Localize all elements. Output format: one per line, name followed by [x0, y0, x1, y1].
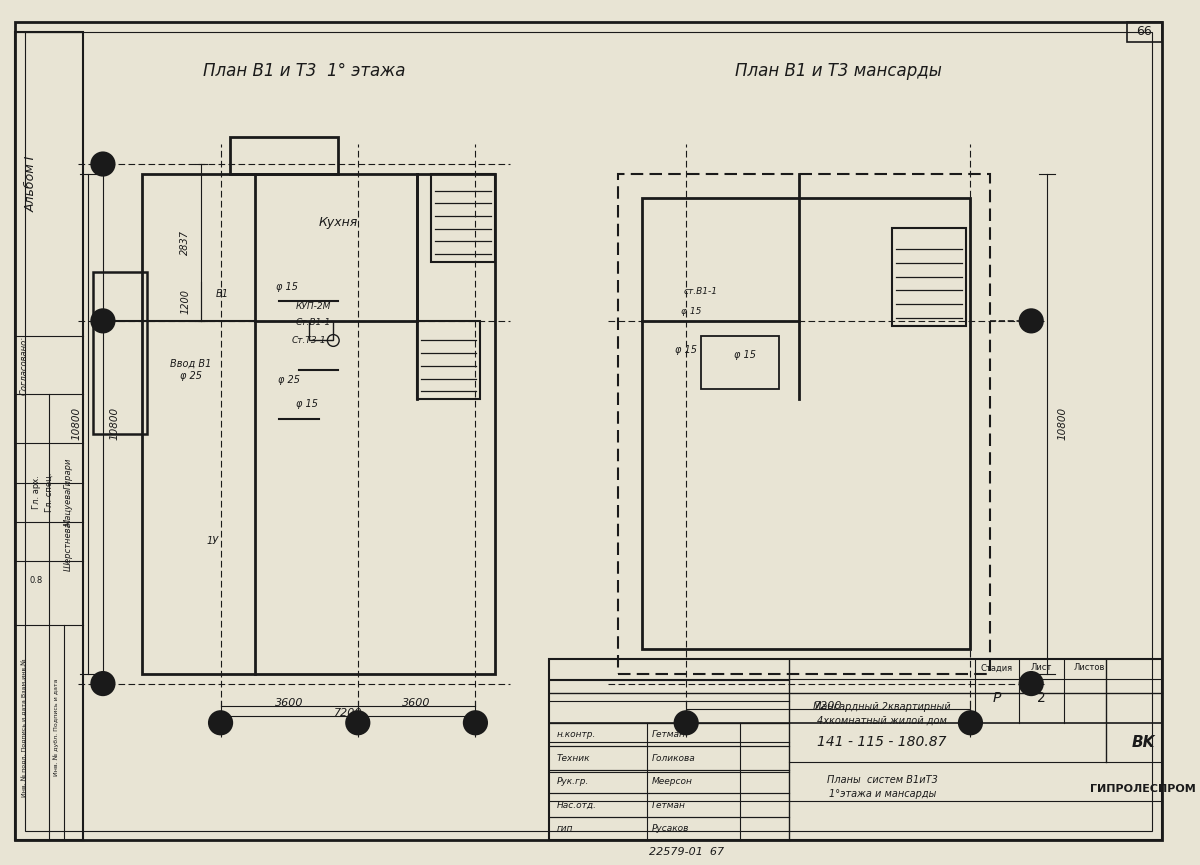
Circle shape	[209, 711, 233, 734]
Text: Лист: Лист	[1031, 663, 1051, 672]
Text: Гирари: Гирари	[64, 457, 73, 489]
Text: B1: B1	[216, 290, 229, 299]
Text: φ 15: φ 15	[296, 400, 318, 409]
Circle shape	[463, 711, 487, 734]
Text: 3600: 3600	[275, 698, 304, 708]
Text: Нас.отд.: Нас.отд.	[557, 801, 596, 810]
Text: 2837: 2837	[180, 230, 191, 255]
Text: Голикова: Голикова	[652, 753, 696, 763]
Text: BK: BK	[1132, 735, 1154, 750]
Text: 3600: 3600	[402, 698, 431, 708]
Text: Гл. спец.: Гл. спец.	[44, 472, 54, 512]
Text: План B1 и T3  1° этажа: План B1 и T3 1° этажа	[203, 62, 406, 80]
Text: Листов: Листов	[1073, 663, 1105, 672]
Text: Ст.B1-1: Ст.B1-1	[296, 318, 331, 327]
Circle shape	[91, 309, 115, 333]
Circle shape	[346, 711, 370, 734]
Text: φ 15: φ 15	[276, 282, 299, 292]
Text: Техник: Техник	[557, 753, 590, 763]
Circle shape	[91, 152, 115, 176]
Text: Ст.Т3-1: Ст.Т3-1	[292, 336, 326, 345]
Text: 22579-01  67: 22579-01 67	[649, 847, 724, 857]
Text: 2: 2	[1037, 691, 1045, 705]
Text: Гетман: Гетман	[652, 730, 685, 739]
Text: 141 - 115 - 180.87: 141 - 115 - 180.87	[817, 735, 947, 749]
Text: φ 15: φ 15	[680, 306, 701, 316]
Text: Кухня: Кухня	[318, 216, 358, 229]
Text: ст.B1-1: ст.B1-1	[684, 287, 718, 296]
Circle shape	[959, 711, 983, 734]
Text: 4хкомнатный жилой дом: 4хкомнатный жилой дом	[817, 716, 947, 726]
Text: Русаков: Русаков	[652, 824, 689, 833]
Text: 3: 3	[967, 718, 974, 727]
Text: φ 25: φ 25	[278, 375, 300, 385]
Text: 7200: 7200	[814, 702, 842, 711]
Circle shape	[674, 711, 698, 734]
Text: φ 15: φ 15	[734, 350, 756, 360]
Text: Б: Б	[1027, 316, 1036, 326]
Text: φ 15: φ 15	[676, 345, 697, 356]
Text: Согласовано:: Согласовано:	[20, 336, 29, 394]
Text: 1°этажа и мансарды: 1°этажа и мансарды	[828, 790, 936, 799]
Text: Альбом I: Альбом I	[25, 156, 38, 212]
Text: 10800: 10800	[109, 407, 120, 440]
Bar	[618, 174, 990, 674]
Text: 1200: 1200	[180, 289, 191, 314]
Text: Мансардный 2квартирный: Мансардный 2квартирный	[814, 702, 952, 712]
Text: 10800: 10800	[1057, 407, 1068, 440]
Text: Ввод B1
φ 25: Ввод B1 φ 25	[170, 359, 212, 381]
Text: 2: 2	[354, 718, 361, 727]
Text: Шерстнева: Шерстнева	[64, 522, 73, 571]
Text: 66: 66	[1136, 25, 1152, 38]
Text: 1: 1	[683, 718, 690, 727]
Text: Планы  систем B1иТ3: Планы систем B1иТ3	[827, 775, 937, 785]
Text: P: P	[992, 691, 1001, 705]
Text: Гетман: Гетман	[652, 801, 685, 810]
Text: 10800: 10800	[72, 407, 82, 440]
Text: Мацуева: Мацуева	[64, 488, 73, 526]
Text: 3: 3	[472, 718, 479, 727]
Text: Гл. арх.: Гл. арх.	[31, 476, 41, 509]
Text: ГИПРОЛЕСПРОМ: ГИПРОЛЕСПРОМ	[1090, 785, 1196, 794]
Text: А: А	[100, 678, 107, 689]
Text: А: А	[1027, 678, 1036, 689]
Text: 1У: 1У	[206, 536, 218, 547]
Circle shape	[91, 672, 115, 695]
Text: Рук.гр.: Рук.гр.	[557, 777, 589, 786]
Text: 1: 1	[217, 718, 224, 727]
Text: Стадия: Стадия	[980, 663, 1013, 672]
Text: 7200: 7200	[334, 708, 362, 718]
Text: гип: гип	[557, 824, 574, 833]
FancyBboxPatch shape	[14, 22, 1162, 841]
Circle shape	[1020, 672, 1043, 695]
Text: Меерсон: Меерсон	[652, 777, 692, 786]
Text: План B1 и T3 мансарды: План B1 и T3 мансарды	[734, 62, 942, 80]
Text: Инв. № подл. Подпись и дата Взам.инв.№: Инв. № подл. Подпись и дата Взам.инв.№	[22, 658, 28, 797]
Text: н.контр.: н.контр.	[557, 730, 596, 739]
Text: КУП-2М: КУП-2М	[296, 302, 331, 311]
Text: Инв. № дубл. Подпись и дата: Инв. № дубл. Подпись и дата	[53, 679, 59, 777]
Circle shape	[1020, 309, 1043, 333]
Text: 0.8: 0.8	[30, 576, 43, 585]
Text: В: В	[100, 159, 107, 169]
Text: Б: Б	[100, 316, 107, 326]
